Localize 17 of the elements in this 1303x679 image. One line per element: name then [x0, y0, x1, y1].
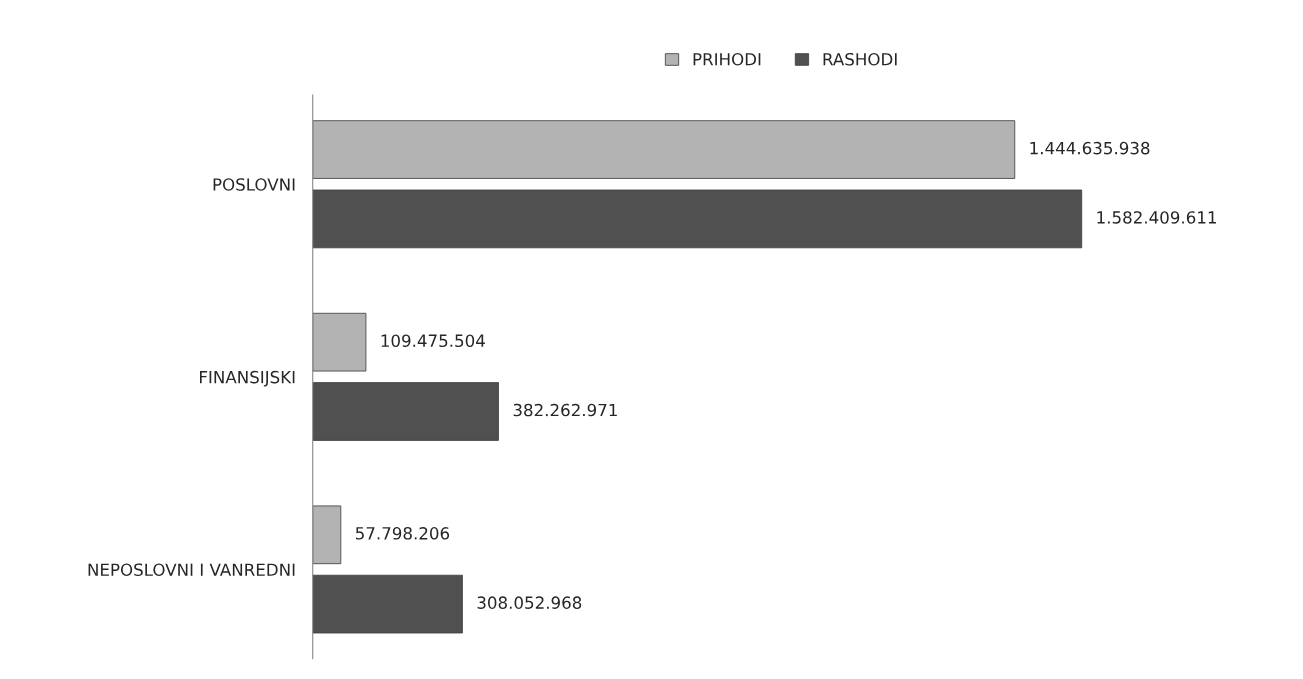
bar: [312, 189, 1083, 249]
data-label: 57.798.206: [355, 527, 450, 540]
bar: [312, 312, 367, 372]
bar: [312, 120, 1016, 179]
data-label: 1.444.635.938: [1030, 141, 1150, 155]
bar: [312, 505, 342, 565]
y-tick-label: FINANSIJSKI: [200, 370, 295, 387]
y-tick-label: NEPOSLOVNI I VANREDNI: [88, 563, 295, 577]
data-label: 308.052.968: [477, 596, 582, 609]
legend-label: PRIHODI: [693, 52, 761, 66]
data-label: 109.475.504: [381, 334, 485, 348]
data-label: 382.262.971: [513, 403, 617, 417]
y-tick-label: POSLOVNI: [213, 178, 295, 191]
legend-label: RASHODI: [823, 52, 897, 66]
bar: [312, 574, 463, 634]
data-label: 1.582.409.611: [1097, 211, 1216, 224]
bar: [312, 382, 499, 441]
